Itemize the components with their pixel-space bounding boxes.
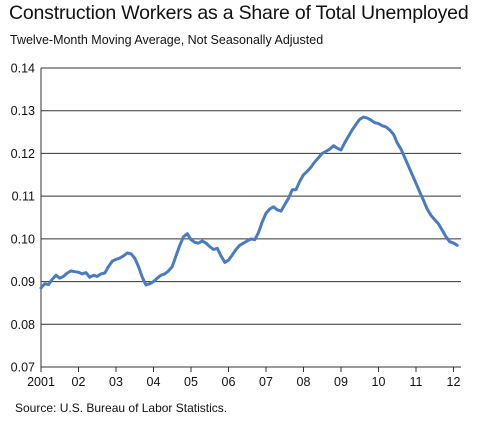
y-tick-label: 0.13 (11, 104, 35, 118)
x-tick-label: 03 (109, 375, 123, 389)
y-tick-label: 0.11 (12, 190, 35, 204)
x-tick-label: 09 (334, 375, 348, 389)
x-tick-label: 10 (372, 375, 386, 389)
y-tick-label: 0.14 (11, 62, 35, 76)
x-tick-label: 02 (72, 375, 86, 389)
gridlines (41, 67, 461, 368)
y-tick-label: 0.07 (11, 361, 35, 375)
y-tick-label: 0.08 (11, 318, 35, 332)
x-tick-labels: 2001 02 03 04 05 06 07 08 09 10 11 12 (27, 375, 460, 389)
y-tick-labels: 0.07 0.08 0.09 0.10 0.11 0.12 0.13 0.14 (11, 62, 35, 375)
x-tick-label: 08 (297, 375, 311, 389)
axes (40, 68, 454, 372)
y-tick-label: 0.10 (11, 232, 35, 246)
y-tick-label: 0.12 (11, 147, 35, 161)
x-tick-label: 12 (447, 375, 461, 389)
source-note: Source: U.S. Bureau of Labor Statistics. (15, 401, 228, 415)
chart-subtitle: Twelve-Month Moving Average, Not Seasona… (10, 33, 324, 47)
x-tick-label: 2001 (27, 375, 55, 389)
chart-title: Construction Workers as a Share of Total… (9, 2, 469, 24)
y-tick-label: 0.09 (11, 275, 35, 289)
series-layer (39, 115, 459, 290)
x-tick-label: 07 (259, 375, 273, 389)
series-line (39, 115, 459, 290)
x-tick-label: 04 (147, 375, 161, 389)
x-tick-label: 05 (184, 375, 198, 389)
x-tick-label: 06 (222, 375, 236, 389)
x-tick-label: 11 (410, 375, 423, 389)
